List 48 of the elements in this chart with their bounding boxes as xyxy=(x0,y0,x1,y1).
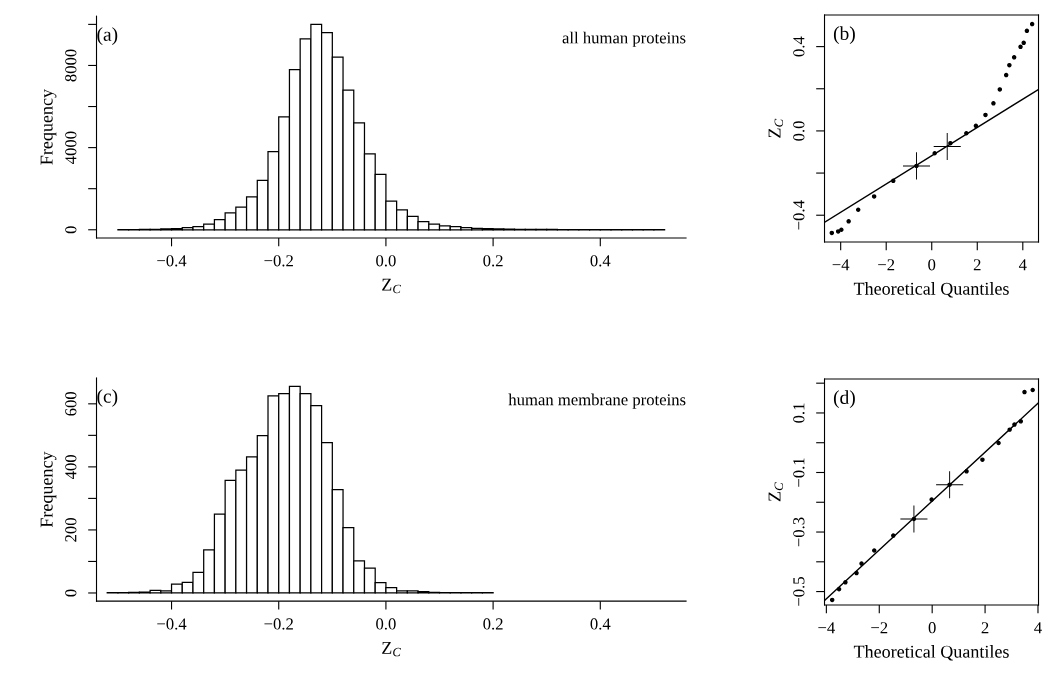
y-tick-label: 4000 xyxy=(65,131,77,164)
x-tick-label: −0.4 xyxy=(157,618,187,630)
annotation: (b) xyxy=(833,26,855,44)
x-axis-title: Theoretical Quantiles xyxy=(853,282,1009,298)
y-tick-label: 0.0 xyxy=(793,121,805,141)
annotation: all human proteins xyxy=(562,31,686,47)
y-axis-title: Z$_{C}$ xyxy=(768,118,784,138)
x-tick-label: 2 xyxy=(981,622,989,634)
x-tick-label: −2 xyxy=(871,622,888,634)
annotation: (c) xyxy=(97,389,118,407)
x-tick-label: −0.2 xyxy=(264,618,293,630)
x-axis-title: Z$_{C}$ xyxy=(382,641,401,657)
x-tick-label: −0.2 xyxy=(264,255,293,267)
x-tick-label: 0.4 xyxy=(590,618,611,630)
y-tick-label: 8000 xyxy=(65,49,77,82)
annotation: (d) xyxy=(833,390,855,408)
y-tick-label: 0.4 xyxy=(793,36,805,57)
x-axis-title: Theoretical Quantiles xyxy=(853,645,1009,661)
y-tick-label: 0.1 xyxy=(793,403,805,423)
y-tick-label: 0 xyxy=(65,589,77,597)
x-tick-label: 0 xyxy=(928,259,936,271)
x-tick-label: 0.4 xyxy=(590,255,611,267)
y-tick-label: −0.5 xyxy=(793,577,805,606)
x-tick-label: 2 xyxy=(973,259,981,271)
x-tick-label: 0.2 xyxy=(483,618,503,630)
x-tick-label: 0 xyxy=(928,622,936,634)
y-tick-label: 600 xyxy=(65,391,77,416)
x-tick-label: −0.4 xyxy=(157,255,187,267)
y-axis-title: Frequency xyxy=(40,89,57,165)
x-tick-label: 0.0 xyxy=(376,618,396,630)
x-tick-label: −2 xyxy=(878,259,895,271)
y-tick-label: −0.3 xyxy=(793,517,805,547)
y-tick-label: −0.1 xyxy=(793,458,805,487)
x-tick-label: 0.2 xyxy=(483,255,503,267)
y-axis-title: Frequency xyxy=(40,451,57,528)
y-tick-label: −0.4 xyxy=(793,200,805,230)
y-axis-title: Z$_{C}$ xyxy=(768,482,784,502)
x-tick-label: −4 xyxy=(818,622,835,634)
x-tick-label: 4 xyxy=(1018,259,1027,271)
y-tick-label: 0 xyxy=(65,226,77,234)
annotation: (a) xyxy=(97,27,118,45)
x-tick-label: 0.0 xyxy=(376,255,396,267)
x-tick-label: 4 xyxy=(1034,622,1042,634)
x-axis-title: Z$_{C}$ xyxy=(382,278,401,294)
x-tick-label: −4 xyxy=(832,259,850,271)
y-tick-label: 400 xyxy=(65,455,77,480)
y-tick-label: 200 xyxy=(65,518,77,542)
annotation: human membrane proteins xyxy=(508,393,686,409)
